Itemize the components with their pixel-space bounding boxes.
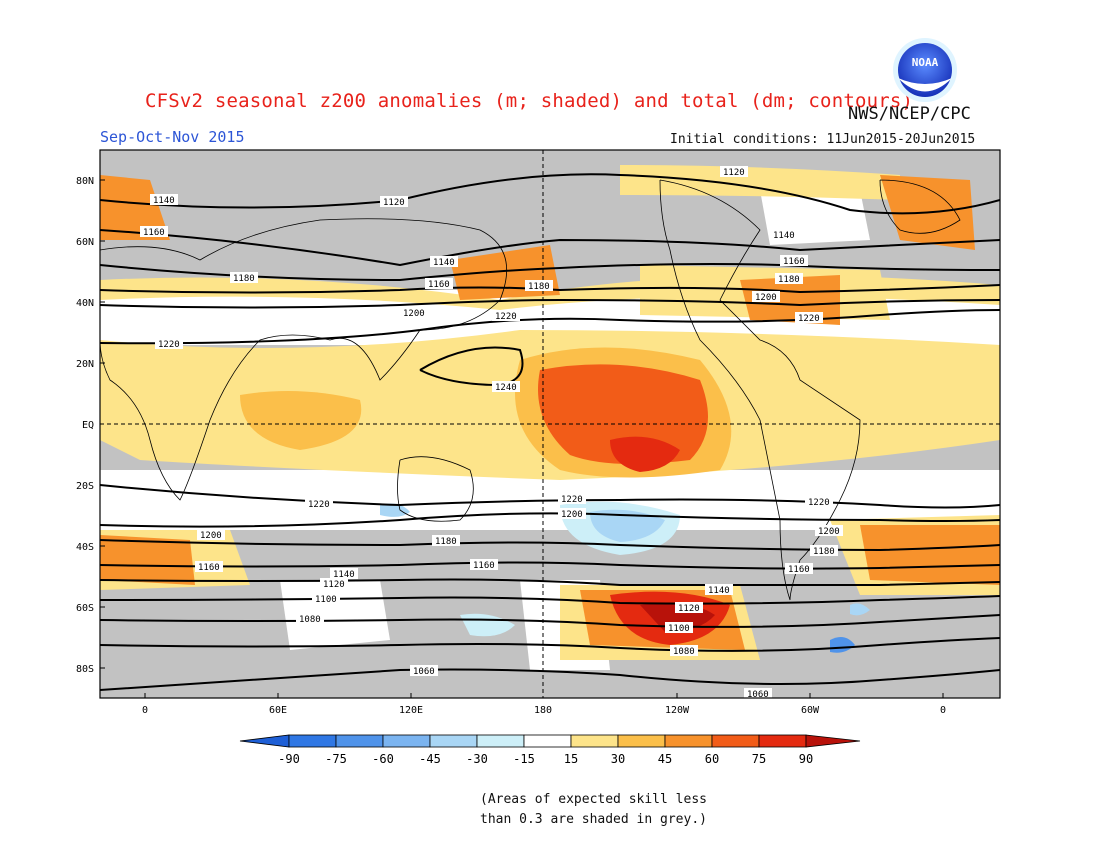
colorbar-tick: 90 bbox=[799, 752, 813, 766]
contour-label: 1200 bbox=[200, 531, 222, 541]
lat-label: 80S bbox=[76, 664, 94, 675]
colorbar-tick: -60 bbox=[372, 752, 394, 766]
contour-label: 1120 bbox=[678, 604, 700, 614]
lat-label: 40S bbox=[76, 542, 94, 553]
contour-label: 1220 bbox=[495, 312, 517, 322]
map-frame bbox=[99, 149, 1001, 699]
season-label: Sep-Oct-Nov 2015 bbox=[100, 128, 245, 146]
contour-label: 1220 bbox=[308, 500, 330, 510]
contour-label: 1220 bbox=[158, 340, 180, 350]
colorbar-swatch bbox=[617, 734, 666, 748]
colorbar-swatch bbox=[758, 734, 807, 748]
lat-label: EQ bbox=[82, 420, 94, 431]
contour-label: 1200 bbox=[561, 510, 583, 520]
colorbar-swatch bbox=[429, 734, 478, 748]
map-panel: 1120 1120 1140 1140 1140 1160 1160 1160 … bbox=[100, 150, 1000, 700]
contour-label: 1220 bbox=[808, 498, 830, 508]
contour-label: 1100 bbox=[668, 624, 690, 634]
contour-label: 1200 bbox=[403, 309, 425, 319]
colorbar-tick: -30 bbox=[466, 752, 488, 766]
contour-label: 1140 bbox=[153, 196, 175, 206]
agency-label: NWS/NCEP/CPC bbox=[848, 104, 971, 124]
contour-label: 1240 bbox=[495, 383, 517, 393]
colorbar: -90 -75 -60 -45 -30 -15 15 30 45 60 75 9… bbox=[239, 734, 861, 766]
colorbar-tick: -45 bbox=[419, 752, 441, 766]
lat-label: 80N bbox=[76, 176, 94, 187]
contour-label: 1140 bbox=[433, 258, 455, 268]
latitude-labels: 80N 60N 40N 20N EQ 20S 40S 60S 80S bbox=[76, 176, 94, 675]
contour-labels: 1120 1120 1140 1140 1140 1160 1160 1160 … bbox=[140, 166, 843, 700]
colorbar-tick: -90 bbox=[278, 752, 300, 766]
colorbar-tick: 60 bbox=[705, 752, 719, 766]
longitude-labels: 0 60E 120E 180 120W 60W 0 bbox=[142, 705, 946, 716]
lon-label: 120W bbox=[665, 705, 690, 716]
colorbar-swatch bbox=[288, 734, 337, 748]
lon-label: 0 bbox=[940, 705, 946, 716]
colorbar-swatch bbox=[476, 734, 525, 748]
lon-label: 0 bbox=[142, 705, 148, 716]
colorbar-swatch bbox=[523, 734, 572, 748]
colorbar-swatch bbox=[570, 734, 619, 748]
footnote-line-1: (Areas of expected skill less bbox=[480, 792, 707, 807]
contour-label: 1060 bbox=[747, 690, 769, 700]
lon-label: 60E bbox=[269, 705, 287, 716]
contour-label: 1220 bbox=[561, 495, 583, 505]
colorbar-tick: 30 bbox=[611, 752, 625, 766]
colorbar-arrow-right bbox=[805, 734, 861, 748]
contour-label: 1180 bbox=[233, 274, 255, 284]
contour-label: 1160 bbox=[198, 563, 220, 573]
chart-title: CFSv2 seasonal z200 anomalies (m; shaded… bbox=[145, 90, 914, 112]
contour-label: 1160 bbox=[473, 561, 495, 571]
contour-label: 1100 bbox=[315, 595, 337, 605]
contour-label: 1140 bbox=[773, 231, 795, 241]
contour-label: 1200 bbox=[755, 293, 777, 303]
noaa-logo-icon: NOAA bbox=[893, 38, 957, 102]
contour-label: 1160 bbox=[143, 228, 165, 238]
colorbar-arrow-left bbox=[239, 734, 290, 748]
contour-label: 1140 bbox=[333, 570, 355, 580]
colorbar-tick: 15 bbox=[564, 752, 578, 766]
colorbar-tick: -75 bbox=[325, 752, 347, 766]
footnote-line-2: than 0.3 are shaded in grey.) bbox=[480, 812, 707, 827]
colorbar-swatch bbox=[335, 734, 384, 748]
lat-label: 60N bbox=[76, 237, 94, 248]
colorbar-tick: -15 bbox=[513, 752, 535, 766]
lon-label: 60W bbox=[801, 705, 820, 716]
noaa-logo-text: NOAA bbox=[912, 56, 939, 69]
lat-label: 40N bbox=[76, 298, 94, 309]
contour-label: 1180 bbox=[778, 275, 800, 285]
colorbar-tick: 45 bbox=[658, 752, 672, 766]
contour-label: 1120 bbox=[323, 580, 345, 590]
contour-label: 1160 bbox=[788, 565, 810, 575]
contour-label: 1180 bbox=[435, 537, 457, 547]
contour-label: 1120 bbox=[723, 168, 745, 178]
colorbar-tick: 75 bbox=[752, 752, 766, 766]
contour-label: 1200 bbox=[818, 527, 840, 537]
lon-label: 120E bbox=[399, 705, 423, 716]
contour-label: 1080 bbox=[673, 647, 695, 657]
lat-label: 20N bbox=[76, 359, 94, 370]
lon-label: 180 bbox=[534, 705, 552, 716]
colorbar-swatch bbox=[711, 734, 760, 748]
contour-label: 1180 bbox=[813, 547, 835, 557]
initial-conditions-label: Initial conditions: 11Jun2015-20Jun2015 bbox=[670, 132, 976, 147]
colorbar-swatch bbox=[664, 734, 713, 748]
lat-label: 20S bbox=[76, 481, 94, 492]
contour-label: 1180 bbox=[528, 282, 550, 292]
colorbar-swatch bbox=[382, 734, 431, 748]
contour-label: 1080 bbox=[299, 615, 321, 625]
contour-label: 1160 bbox=[783, 257, 805, 267]
contour-label: 1140 bbox=[708, 586, 730, 596]
contour-label: 1160 bbox=[428, 280, 450, 290]
lat-label: 60S bbox=[76, 603, 94, 614]
contour-label: 1060 bbox=[413, 667, 435, 677]
contour-label: 1220 bbox=[798, 314, 820, 324]
contour-label: 1120 bbox=[383, 198, 405, 208]
